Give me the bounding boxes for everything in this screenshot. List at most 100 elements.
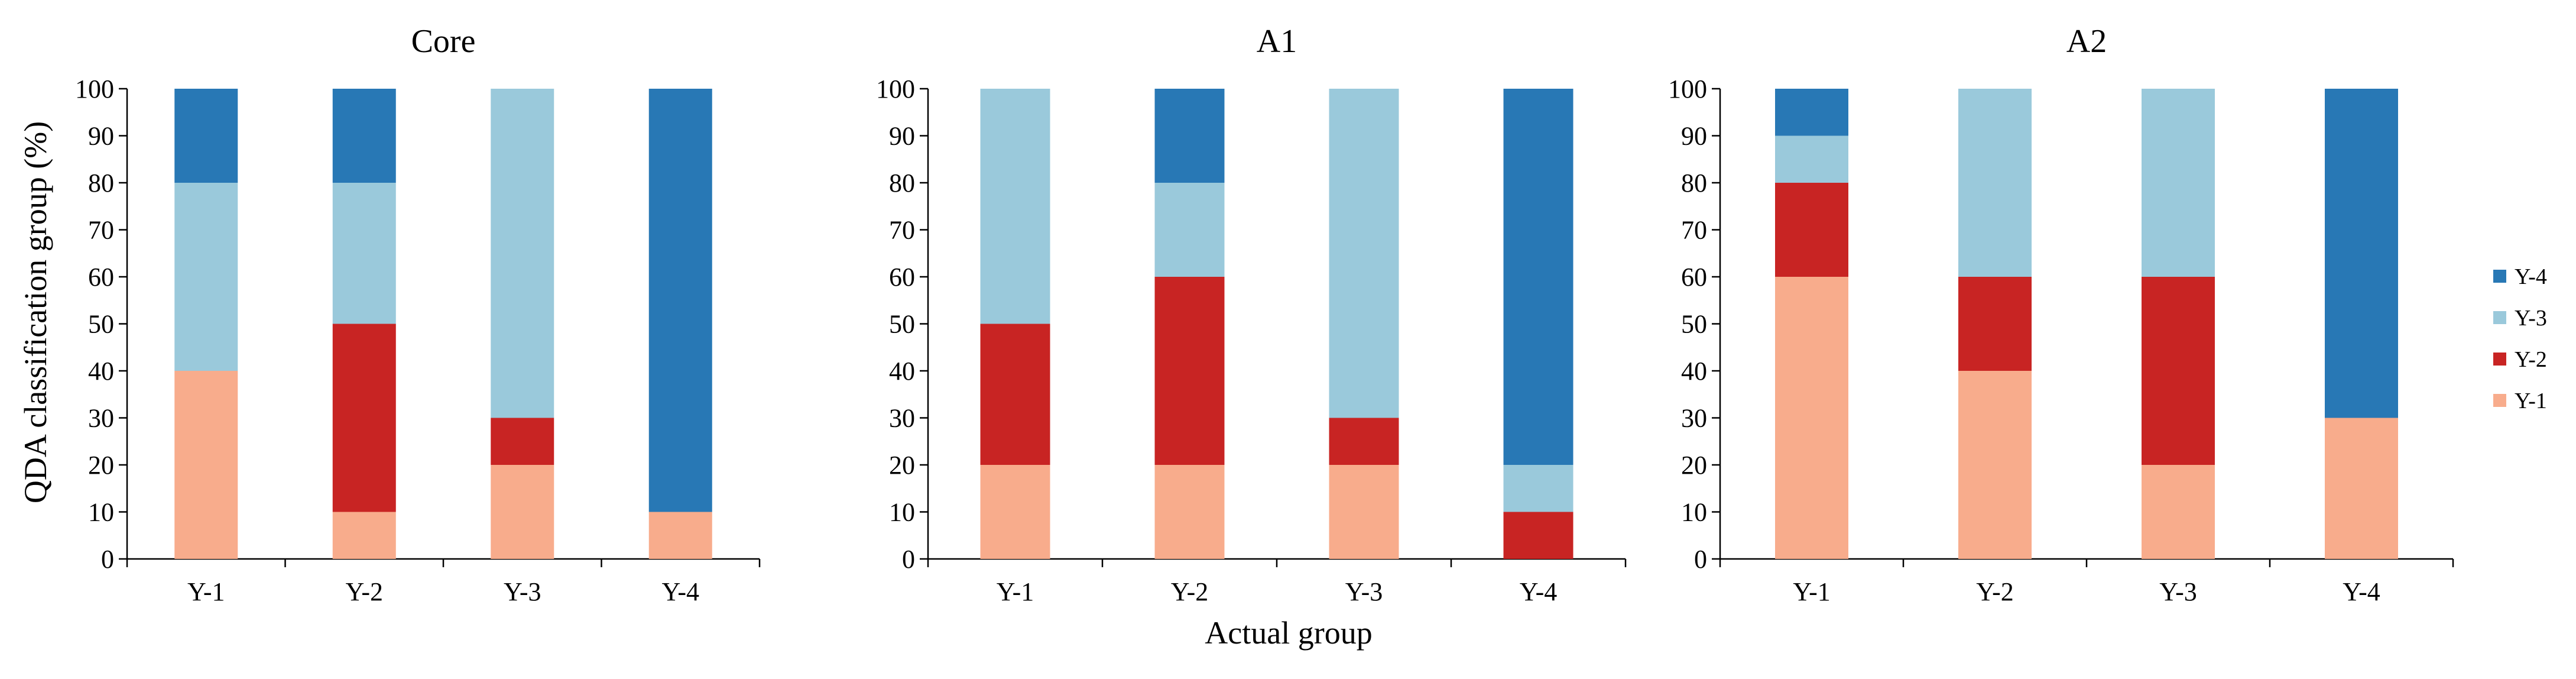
panel-title: A1 [1257,23,1297,60]
bar-segment-y-2 [980,324,1050,465]
bar-segment-y-2 [1154,277,1225,465]
bar-segment-y-1 [648,512,712,559]
bar-segment-y-3 [2142,89,2215,277]
bar-segment-y-2 [1329,418,1399,465]
legend-label: Y-4 [2515,264,2547,289]
y-tick-label: 10 [889,498,915,527]
bar-segment-y-4 [1503,89,1573,465]
bar-segment-y-4 [332,89,396,183]
y-tick-label: 20 [889,451,915,480]
x-axis-label: Actual group [1205,615,1372,651]
x-tick-label: Y-1 [1793,577,1831,606]
x-tick-label: Y-2 [1171,577,1209,606]
bar-segment-y-3 [1329,89,1399,418]
bar-segment-y-3 [332,183,396,324]
bar-segment-y-2 [1958,277,2032,371]
legend-label: Y-3 [2515,306,2547,331]
x-tick-label: Y-3 [504,577,541,606]
x-tick-label: Y-4 [661,577,699,606]
bar-segment-y-2 [1775,183,1848,277]
y-tick-label: 50 [1681,310,1707,339]
panel-a2: A2 0 10 20 30 40 50 60 70 80 90 100 Y-1 Y-2 Y-3 Y-4 [1668,23,2454,606]
panel-core: Core 0 10 20 30 40 50 60 70 80 90 100 Y-1 Y-2 Y-3 Y-4 [75,23,761,606]
y-tick-label: 0 [101,545,114,574]
bar-segment-y-1 [980,465,1050,559]
y-tick-label: 0 [1694,545,1707,574]
bar-segment-y-1 [332,512,396,559]
y-tick-label: 90 [88,122,114,151]
panel-title: A2 [2066,23,2107,60]
y-tick-label: 100 [75,75,114,104]
bar-segment-y-3 [491,89,554,418]
y-tick-label: 30 [88,404,114,433]
bar-segment-y-3 [1154,183,1225,277]
bar-segment-y-4 [174,89,238,183]
x-tick-label: Y-1 [997,577,1034,606]
y-tick-label: 10 [1681,498,1707,527]
y-tick-label: 70 [1681,216,1707,245]
bar-segment-y-2 [491,418,554,465]
y-tick-label: 100 [876,75,915,104]
y-tick-label: 80 [88,169,114,198]
y-tick-label: 70 [88,216,114,245]
legend-item-y-4: Y-4 [2493,264,2547,289]
x-tick-label: Y-3 [2159,577,2197,606]
bar-segment-y-3 [1775,135,1848,183]
y-tick-label: 60 [88,263,114,292]
bar-segment-y-4 [648,89,712,512]
bar-segment-y-2 [332,324,396,512]
y-tick-label: 40 [88,357,114,386]
y-tick-label: 100 [1668,75,1707,104]
legend-swatch [2493,394,2506,407]
y-tick-label: 30 [889,404,915,433]
bar-segment-y-1 [2142,465,2215,559]
bar-segment-y-1 [1154,465,1225,559]
legend-label: Y-1 [2515,389,2547,413]
y-tick-label: 40 [889,357,915,386]
y-tick-label: 30 [1681,404,1707,433]
x-tick-label: Y-4 [2343,577,2380,606]
x-tick-label: Y-4 [1520,577,1558,606]
y-tick-label: 0 [902,545,915,574]
y-tick-label: 80 [1681,169,1707,198]
bar-segment-y-4 [1154,89,1225,183]
legend: Y-4 Y-3 Y-2 Y-1 [2493,264,2547,413]
y-axis-label: QDA classification group (%) [18,121,53,503]
y-tick-label: 60 [1681,263,1707,292]
panel-title: Core [411,23,476,60]
y-tick-label: 50 [889,310,915,339]
legend-label: Y-2 [2515,347,2547,372]
x-tick-label: Y-1 [187,577,225,606]
bar-segment-y-1 [1775,277,1848,559]
bar-segment-y-3 [1503,465,1573,512]
bar-segment-y-1 [2325,418,2398,559]
bar-segment-y-1 [1958,371,2032,559]
legend-item-y-2: Y-2 [2493,347,2547,372]
bar-segment-y-3 [1958,89,2032,277]
bar-segment-y-4 [1775,89,1848,136]
legend-swatch [2493,270,2506,283]
legend-swatch [2493,311,2506,324]
bar-segment-y-1 [491,465,554,559]
bar-segment-y-1 [174,371,238,559]
bar-segment-y-3 [980,89,1050,324]
y-tick-label: 90 [889,122,915,151]
bar-segment-y-2 [1503,512,1573,559]
y-tick-label: 20 [1681,451,1707,480]
x-tick-label: Y-2 [345,577,383,606]
bar-segment-y-2 [2142,277,2215,465]
y-tick-label: 50 [88,310,114,339]
y-tick-label: 90 [1681,122,1707,151]
legend-swatch [2493,353,2506,366]
x-tick-label: Y-3 [1345,577,1383,606]
y-tick-label: 80 [889,169,915,198]
y-tick-label: 10 [88,498,114,527]
x-tick-label: Y-2 [1976,577,2014,606]
y-tick-label: 20 [88,451,114,480]
bar-segment-y-4 [2325,89,2398,418]
bar-segment-y-1 [1329,465,1399,559]
y-tick-label: 40 [1681,357,1707,386]
y-tick-label: 70 [889,216,915,245]
